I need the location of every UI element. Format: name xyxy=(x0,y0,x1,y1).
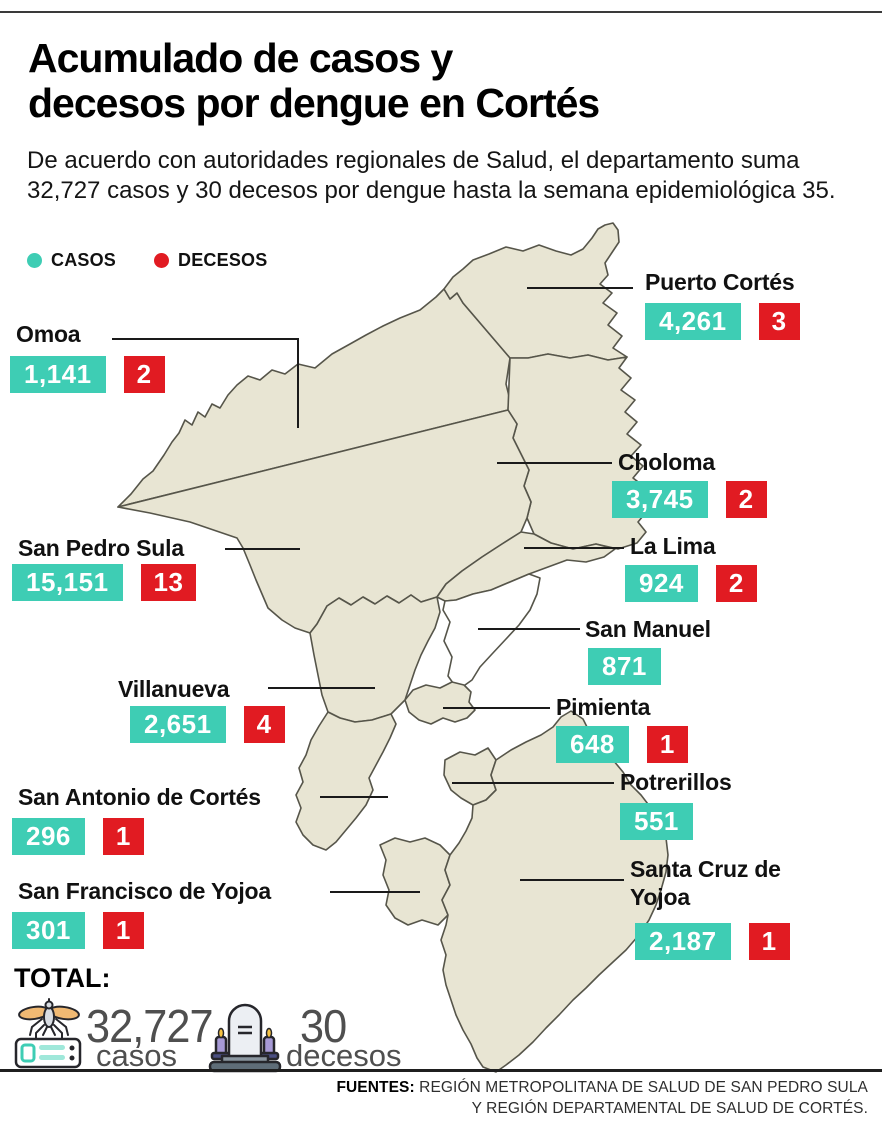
municipality-badges-san-manuel: 871 xyxy=(588,648,661,685)
decesos-badge-la-lima: 2 xyxy=(715,565,757,602)
municipality-badges-san-pedro-sula: 15,151 13 xyxy=(12,564,197,601)
casos-badge-san-manuel: 871 xyxy=(588,648,661,685)
casos-badge-san-francisco: 301 xyxy=(12,912,85,949)
municipality-label-san-francisco: San Francisco de Yojoa xyxy=(18,878,271,904)
total-decesos-value: 30 xyxy=(300,1000,347,1052)
municipality-badges-santa-cruz: 2,187 1 xyxy=(635,923,790,960)
casos-badge-puerto-cortes: 4,261 xyxy=(645,303,741,340)
legend-item-decesos: DECESOS xyxy=(154,250,267,271)
title-line-1: Acumulado de casos y xyxy=(28,35,453,81)
municipality-badges-san-francisco: 301 1 xyxy=(12,912,144,949)
title-line-2: decesos por dengue en Cortés xyxy=(28,80,600,127)
decesos-badge-san-pedro-sula: 13 xyxy=(140,564,197,601)
casos-badge-choloma: 3,745 xyxy=(612,481,708,518)
municipality-label-san-pedro-sula: San Pedro Sula xyxy=(18,535,184,561)
municipality-badges-omoa: 1,141 2 xyxy=(10,356,165,393)
decesos-badge-choloma: 2 xyxy=(725,481,767,518)
bottom-rule xyxy=(0,1069,882,1072)
decesos-badge-puerto-cortes: 3 xyxy=(758,303,800,340)
page-title: Acumulado de casos y decesos por dengue … xyxy=(28,35,748,127)
casos-badge-la-lima: 924 xyxy=(625,565,698,602)
tombstone-icon xyxy=(208,1003,282,1073)
map-shape-san-antonio xyxy=(295,711,397,851)
municipality-badges-puerto-cortes: 4,261 3 xyxy=(645,303,800,340)
casos-badge-omoa: 1,141 xyxy=(10,356,106,393)
sources: FUENTES: REGIÓN METROPOLITANA DE SALUD D… xyxy=(228,1078,868,1120)
legend: CASOS DECESOS xyxy=(27,250,267,271)
decesos-badge-villanueva: 4 xyxy=(243,706,285,743)
municipality-label-potrerillos: Potrerillos xyxy=(620,769,732,795)
casos-badge-pimienta: 648 xyxy=(556,726,629,763)
municipality-badges-potrerillos: 551 xyxy=(620,803,693,840)
casos-dot-icon xyxy=(27,253,42,268)
leader-line-omoa xyxy=(112,338,299,428)
municipality-badges-pimienta: 648 1 xyxy=(556,726,688,763)
top-rule xyxy=(0,11,882,13)
casos-badge-potrerillos: 551 xyxy=(620,803,693,840)
map-shape-san-manuel xyxy=(442,573,541,691)
municipality-label-puerto-cortes: Puerto Cortés xyxy=(645,269,795,295)
total-casos-value: 32,727 xyxy=(86,1000,214,1052)
municipality-badges-san-antonio: 296 1 xyxy=(12,818,144,855)
municipality-label-santa-cruz: Santa Cruz de Yojoa xyxy=(630,856,781,911)
decesos-badge-pimienta: 1 xyxy=(646,726,688,763)
decesos-badge-san-francisco: 1 xyxy=(102,912,144,949)
total-decesos-label: decesos xyxy=(286,1038,402,1073)
legend-decesos-label: DECESOS xyxy=(178,250,268,270)
total-heading: TOTAL: xyxy=(14,963,111,993)
casos-badge-santa-cruz: 2,187 xyxy=(635,923,731,960)
municipality-label-pimienta: Pimienta xyxy=(556,694,651,720)
decesos-badge-omoa: 2 xyxy=(123,356,165,393)
legend-casos-label: CASOS xyxy=(51,250,117,270)
municipality-label-san-manuel: San Manuel xyxy=(585,616,711,642)
casos-badge-villanueva: 2,651 xyxy=(130,706,226,743)
municipality-badges-la-lima: 924 2 xyxy=(625,565,757,602)
mosquito-icon xyxy=(14,998,82,1069)
map-shape-pimienta xyxy=(404,681,476,725)
municipality-label-san-antonio: San Antonio de Cortés xyxy=(18,784,261,810)
municipality-label-choloma: Choloma xyxy=(618,449,715,475)
sources-line2: Y REGIÓN DEPARTAMENTAL DE SALUD DE CORTÉ… xyxy=(471,1099,868,1117)
total-casos-label: casos xyxy=(96,1038,177,1073)
municipality-label-la-lima: La Lima xyxy=(630,533,716,559)
sources-prefix: FUENTES: xyxy=(336,1079,415,1096)
map-shape-san-francisco xyxy=(379,837,451,926)
sources-line1: REGIÓN METROPOLITANA DE SALUD DE SAN PED… xyxy=(414,1079,868,1096)
subtitle: De acuerdo con autoridades regionales de… xyxy=(27,147,836,204)
decesos-badge-santa-cruz: 1 xyxy=(748,923,790,960)
municipality-badges-villanueva: 2,651 4 xyxy=(130,706,285,743)
leader-lines xyxy=(112,287,633,893)
municipality-label-omoa: Omoa xyxy=(16,321,81,347)
casos-badge-san-pedro-sula: 15,151 xyxy=(12,564,123,601)
municipality-label-villanueva: Villanueva xyxy=(118,676,230,702)
casos-badge-san-antonio: 296 xyxy=(12,818,85,855)
legend-item-casos: CASOS xyxy=(27,250,116,271)
decesos-badge-san-antonio: 1 xyxy=(102,818,144,855)
municipality-badges-choloma: 3,745 2 xyxy=(612,481,767,518)
municipality-shapes xyxy=(117,222,669,1073)
map-shape-potrerillos xyxy=(443,747,497,806)
decesos-dot-icon xyxy=(154,253,170,268)
